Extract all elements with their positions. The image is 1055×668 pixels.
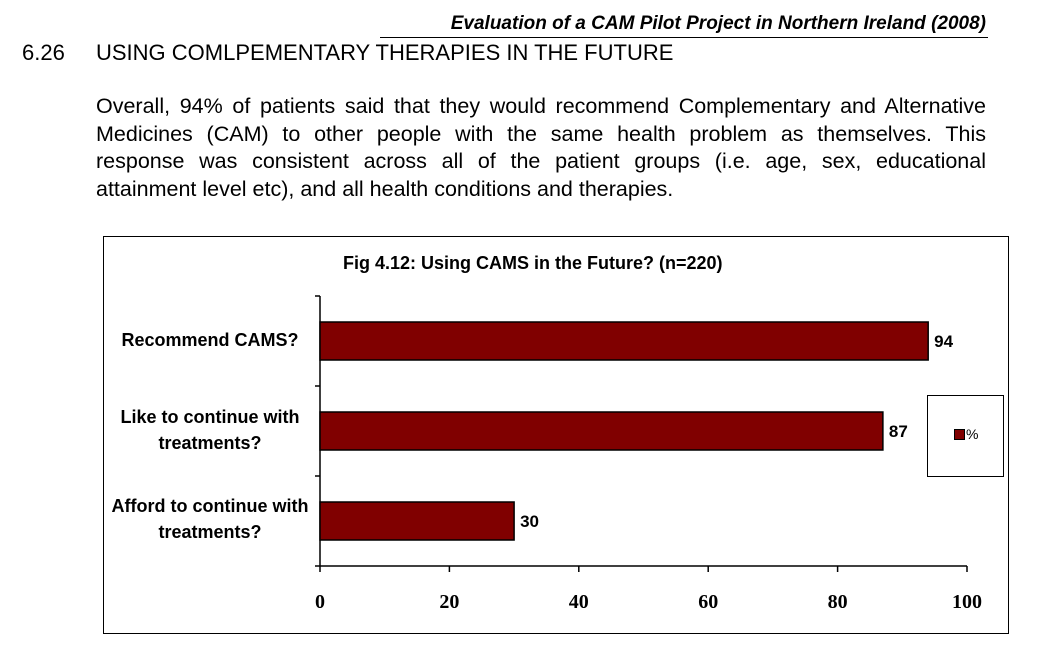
body-paragraph: Overall, 94% of patients said that they … — [96, 94, 986, 201]
category-label-continue: Like to continue with treatments? — [120, 407, 300, 453]
legend-box — [927, 395, 1004, 477]
category-label-recommend: Recommend CAMS? — [121, 330, 299, 350]
chart-title: Fig 4.12: Using CAMS in the Future? (n=2… — [343, 253, 723, 273]
bar-value-label: 30 — [520, 512, 539, 531]
bar-value-label: 87 — [889, 422, 908, 441]
legend-label: % — [966, 426, 979, 442]
section-number: 6.26 — [22, 40, 65, 65]
chart-frame — [103, 236, 1009, 634]
section-title: USING COMLPEMENTARY THERAPIES IN THE FUT… — [96, 40, 674, 65]
x-tick-label: 80 — [828, 591, 848, 613]
bar — [319, 501, 515, 541]
header-rule — [380, 37, 988, 38]
x-tick-label: 0 — [315, 591, 325, 613]
category-label-afford: Afford to continue with treatments? — [111, 496, 309, 542]
x-tick-label: 20 — [439, 591, 459, 613]
x-tick-label: 40 — [569, 591, 589, 613]
x-tick-label: 100 — [952, 591, 982, 613]
x-tick-label: 60 — [698, 591, 718, 613]
legend-swatch — [954, 429, 965, 440]
bar-value-label: 94 — [934, 332, 953, 351]
bar — [319, 321, 929, 361]
bar — [319, 411, 884, 451]
document-header-title: Evaluation of a CAM Pilot Project in Nor… — [450, 13, 986, 34]
